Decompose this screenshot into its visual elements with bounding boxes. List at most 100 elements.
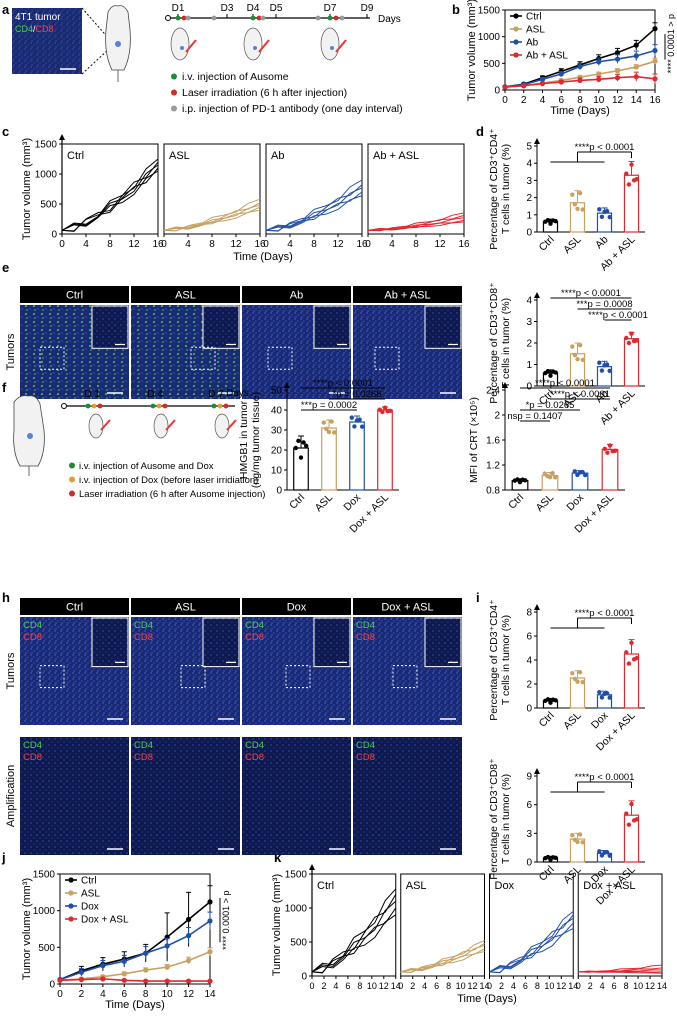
individual-curve xyxy=(62,165,158,230)
data-point xyxy=(581,840,585,844)
y-tick-label: 2 xyxy=(526,193,532,204)
schedule-dot xyxy=(316,16,321,21)
data-point xyxy=(577,64,582,69)
stain-cd8: CD8 xyxy=(356,752,375,763)
y-axis-label: Tumor volume (mm³) xyxy=(271,874,283,976)
y-axis-label: Tumor volume (mm³) xyxy=(21,878,33,980)
data-point xyxy=(575,840,579,844)
panel-letter-i: i xyxy=(476,590,480,605)
legend-dot xyxy=(171,74,177,80)
sig-label: ****p < 0.0001 xyxy=(535,378,595,389)
stain-cd4: CD4 xyxy=(134,740,153,751)
y-tick-label: 0 xyxy=(276,486,282,497)
mouse-icon xyxy=(14,396,45,476)
data-point xyxy=(548,475,552,479)
data-point xyxy=(575,207,579,211)
x-tick-label: 4 xyxy=(389,239,395,250)
data-point xyxy=(554,370,558,374)
data-point xyxy=(605,209,609,213)
x-tick-label: ASL xyxy=(313,492,336,515)
y-tick-label: 1500 xyxy=(285,870,308,881)
schedule-dot xyxy=(218,404,223,409)
x-tick-label: 8 xyxy=(446,981,451,991)
panel-letter-b: b xyxy=(452,2,460,17)
x-tick-label: 4 xyxy=(333,981,338,991)
individual-curve xyxy=(62,159,158,230)
data-point xyxy=(294,446,298,450)
data-point xyxy=(575,679,579,683)
subplot-title: Ab + ASL xyxy=(373,150,419,162)
data-point xyxy=(613,449,617,453)
data-point xyxy=(629,641,633,645)
data-point xyxy=(652,26,657,31)
legend-marker xyxy=(68,877,73,882)
data-point xyxy=(624,650,628,654)
data-point xyxy=(186,917,191,922)
data-point xyxy=(57,978,62,983)
subplot-title: Ctrl xyxy=(67,150,84,162)
stain-cd8: CD8 xyxy=(23,752,42,763)
data-point xyxy=(578,832,582,836)
mouse-icon xyxy=(244,28,262,60)
tumor-dot xyxy=(330,46,334,50)
y-tick-label: 9 xyxy=(526,772,532,783)
data-point xyxy=(634,74,639,79)
stain-cd4: CD4 xyxy=(23,620,42,631)
x-tick-label: ASL xyxy=(561,864,584,887)
data-point xyxy=(597,849,601,853)
data-point xyxy=(605,691,609,695)
sig-label: ***p = 0.0002 xyxy=(301,400,357,411)
x-tick-label: 4 xyxy=(287,239,293,250)
day-label: D 4 xyxy=(147,389,163,400)
x-tick-label: 4 xyxy=(422,981,427,991)
y-tick-label: 3 xyxy=(526,317,532,328)
data-point xyxy=(635,817,639,821)
sig-label: ****p < 0.0001 xyxy=(550,389,610,400)
y-tick-label: 1000 xyxy=(35,170,58,181)
data-point xyxy=(143,967,148,972)
y-tick-label: 2 xyxy=(494,411,500,422)
data-point xyxy=(550,471,554,475)
y-tick-label: 1000 xyxy=(478,32,501,43)
column-header: Ctrl xyxy=(66,602,83,614)
x-tick-label: 0 xyxy=(263,239,269,250)
legend-marker xyxy=(513,39,518,44)
data-point xyxy=(521,83,526,88)
mouse-icon xyxy=(321,28,339,60)
legend-marker xyxy=(68,903,73,908)
y-tick-label: 30 xyxy=(271,426,283,437)
data-point xyxy=(573,469,577,473)
legend-text: Laser irradiation (6 h after injection) xyxy=(182,87,347,99)
data-point xyxy=(608,695,612,699)
x-tick-label: 0 xyxy=(576,981,581,991)
legend-text: i.v. injection of Ausome and Dox xyxy=(79,461,214,472)
column-header: Dox + ASL xyxy=(381,602,433,614)
data-point xyxy=(578,191,582,195)
data-point xyxy=(570,833,574,837)
y-tick-label: 0 xyxy=(526,858,532,869)
stain-cd4: CD4 xyxy=(23,740,42,751)
y-tick-label: 1000 xyxy=(33,906,56,917)
y-tick-label: 3 xyxy=(526,176,532,187)
x-axis-label: Time (Days) xyxy=(233,251,292,263)
y-tick-label: 8 xyxy=(526,608,532,619)
schedule-dot xyxy=(176,16,181,21)
data-point xyxy=(608,369,612,373)
schedule-dot xyxy=(251,16,256,21)
y-tick-label: 500 xyxy=(483,59,500,70)
data-point xyxy=(207,899,212,904)
data-point xyxy=(652,76,657,81)
data-point xyxy=(596,77,601,82)
data-point xyxy=(186,933,191,938)
y-tick-label: 40 xyxy=(271,406,283,417)
data-point xyxy=(186,958,191,963)
y-tick-label: 4 xyxy=(526,296,532,307)
individual-curve xyxy=(490,923,574,972)
x-tick-label: Dox xyxy=(564,491,586,513)
zoom-line-bottom xyxy=(82,48,110,74)
